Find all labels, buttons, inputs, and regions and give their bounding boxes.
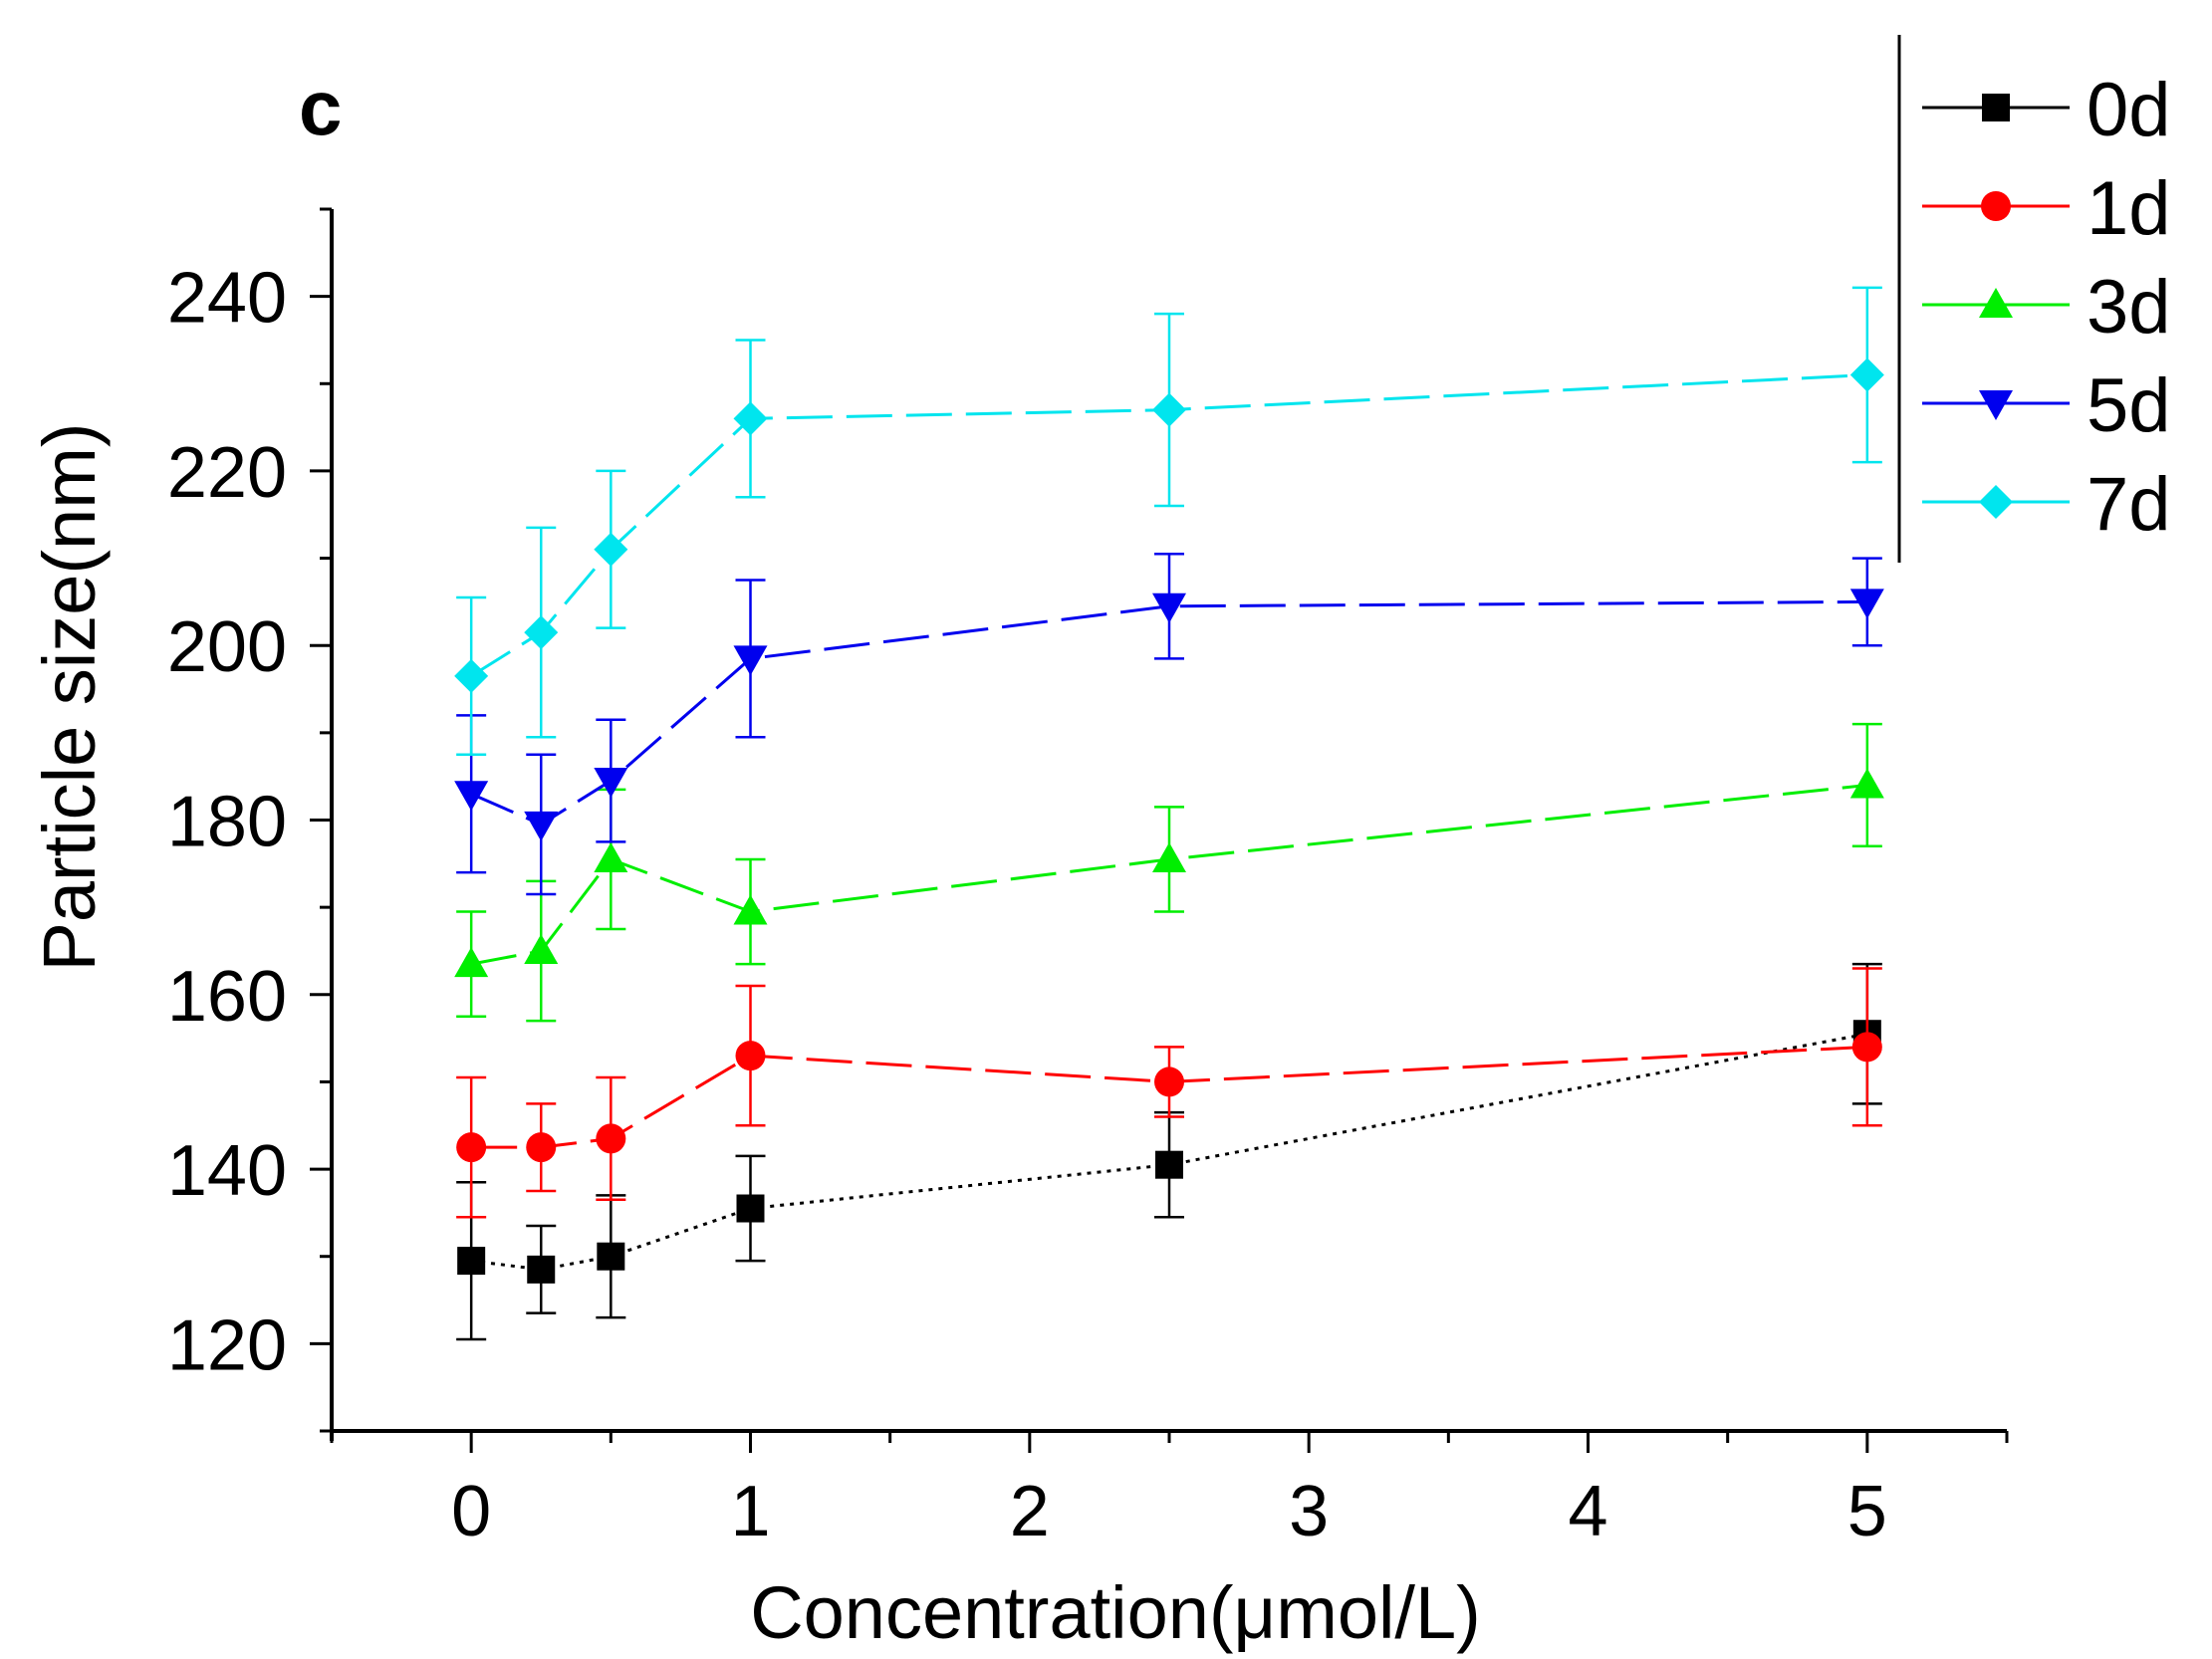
series-line-1d [471,1045,1867,1149]
legend-label-5d: 5d [2087,363,2171,448]
data-point-5d [594,768,628,799]
data-point-5d [454,781,489,812]
data-point-1d [526,1132,557,1163]
data-point-3d [594,841,628,872]
series-layer [454,286,1884,1341]
series-line-7d [470,373,1867,678]
data-point-1d [596,1123,626,1154]
legend-marker-1d [1981,191,2011,221]
axes: 120 140 160 180 200 220 240 0 1 2 3 4 5 [167,207,2009,1551]
data-point-0d [597,1242,625,1271]
y-tick-label: 140 [167,1131,287,1211]
series-line-3d [470,783,1867,966]
y-tick-label: 220 [167,433,287,513]
legend-label-1d: 1d [2087,166,2171,251]
legend-marker-5d [1979,390,2013,420]
panel-label: c [299,64,342,151]
y-tick-label: 240 [167,259,287,339]
legend-label-0d: 0d [2087,68,2171,152]
y-tick-label: 120 [167,1305,287,1385]
data-point-1d [456,1132,487,1163]
legend-background [1897,35,2212,563]
data-point-1d [1154,1066,1184,1097]
x-tick-label: 3 [1289,1472,1329,1551]
data-point-7d [454,658,489,693]
x-tick-label: 4 [1568,1472,1607,1551]
data-point-7d [733,401,768,436]
data-point-3d [524,933,559,964]
data-point-0d [527,1255,556,1284]
legend-marker-0d [1982,94,2010,121]
series-7d [454,286,1884,757]
data-point-1d [735,1041,766,1071]
data-point-7d [524,615,559,650]
legend-label-3d: 3d [2087,265,2171,350]
series-line-0d [470,1032,1868,1272]
data-point-0d [736,1194,765,1223]
data-point-5d [733,645,768,676]
data-point-0d [457,1247,486,1276]
x-tick-label: 0 [451,1472,491,1551]
x-tick-label: 1 [730,1472,770,1551]
y-tick-label: 180 [167,783,287,862]
data-point-0d [1155,1150,1183,1179]
series-0d [456,962,1882,1341]
legend-marker-3d [1979,288,2013,318]
x-axis-label: Concentration(μmol/L) [750,1571,1481,1654]
data-point-3d [1849,768,1884,799]
legend: 0d 1d 3d 5d 7d [1897,35,2212,563]
series-1d [456,967,1882,1219]
x-tick-label: 5 [1847,1472,1887,1551]
data-point-7d [594,532,628,567]
y-axis-label: Particle size(nm) [28,423,111,972]
data-point-3d [454,947,489,978]
data-point-5d [524,811,559,841]
data-point-3d [733,894,768,925]
y-tick-label: 200 [167,607,287,687]
data-point-5d [1152,592,1186,623]
legend-label-7d: 7d [2087,462,2171,547]
data-point-7d [1849,357,1884,392]
data-point-1d [1851,1032,1882,1063]
x-tick-label: 2 [1010,1472,1050,1551]
series-3d [454,722,1884,1023]
y-tick-label: 160 [167,957,287,1037]
data-point-7d [1152,392,1186,427]
data-point-3d [1152,841,1186,872]
legend-marker-7d [1979,485,2013,519]
data-point-5d [1849,589,1884,619]
